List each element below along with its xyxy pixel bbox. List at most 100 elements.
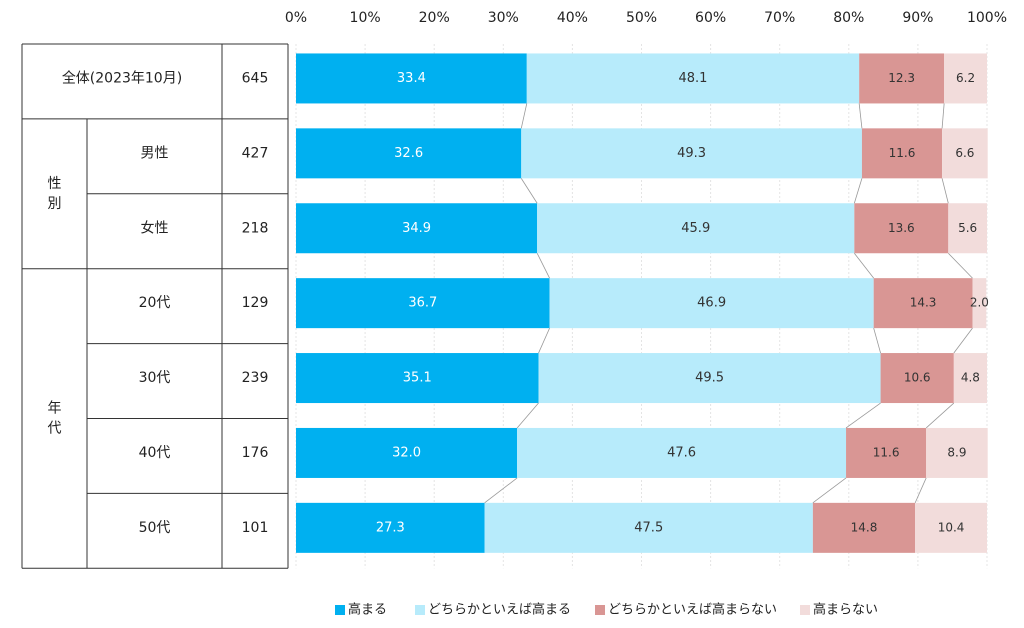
connector — [484, 477, 518, 504]
value-label: 14.3 — [910, 296, 937, 310]
row-label: 40代 — [139, 445, 171, 461]
x-tick-label: 100% — [967, 10, 1007, 26]
n-value: 129 — [242, 295, 269, 311]
connector — [873, 328, 881, 354]
bar-segment — [296, 278, 550, 329]
value-label: 47.6 — [667, 445, 696, 460]
bar-segment — [296, 128, 522, 179]
connector — [941, 103, 945, 129]
row-label: 女性 — [141, 219, 169, 236]
x-tick-label: 10% — [350, 10, 381, 26]
value-label: 46.9 — [697, 296, 726, 311]
bar-segment — [846, 427, 927, 478]
value-label: 35.1 — [403, 371, 432, 386]
legend-swatch — [800, 605, 810, 615]
value-label: 27.3 — [376, 520, 405, 535]
value-label: 48.1 — [679, 71, 708, 86]
x-tick-label: 70% — [764, 10, 795, 26]
connector — [520, 103, 528, 129]
group-label: 年 — [48, 401, 62, 417]
bar-segment — [538, 353, 881, 404]
bar-segment — [521, 128, 862, 179]
group-label: 代 — [48, 421, 62, 437]
bar-segment — [854, 203, 949, 254]
legend-label: 高まる — [348, 602, 387, 618]
connector — [520, 178, 538, 204]
connector — [858, 103, 863, 129]
x-tick-label: 90% — [902, 10, 933, 26]
connector — [948, 252, 973, 279]
bar-segment — [517, 427, 847, 478]
x-tick-label: 30% — [488, 10, 519, 26]
legend-swatch — [415, 605, 425, 615]
value-label: 13.6 — [888, 221, 915, 235]
value-label: 10.6 — [904, 371, 931, 385]
value-label: 4.8 — [961, 371, 980, 385]
bar-segment — [880, 353, 954, 404]
connector — [536, 253, 550, 279]
connector — [925, 402, 955, 429]
bar-segment — [953, 353, 987, 404]
connector — [853, 178, 863, 204]
bar-segment — [859, 53, 945, 104]
value-label: 49.5 — [695, 371, 724, 386]
bar-segment — [549, 278, 874, 329]
bar-segment — [296, 427, 518, 478]
value-label: 32.0 — [392, 445, 421, 460]
row-label: 30代 — [139, 370, 171, 386]
bar-segment — [948, 203, 987, 254]
row-label: 男性 — [141, 145, 169, 161]
value-label: 10.4 — [938, 520, 965, 534]
bar-segment — [915, 502, 987, 553]
row-label: 20代 — [139, 295, 171, 311]
value-label: 33.4 — [397, 71, 426, 86]
connector — [538, 327, 550, 354]
bar-segment — [812, 502, 916, 553]
connector — [516, 402, 539, 429]
bar-segment — [926, 427, 988, 478]
x-tick-label: 50% — [626, 10, 657, 26]
row-label: 50代 — [139, 520, 171, 536]
legend-label: どちらかといえば高まる — [428, 602, 571, 618]
legend-swatch — [595, 605, 605, 615]
x-tick-label: 60% — [695, 10, 726, 26]
value-label: 34.9 — [402, 221, 431, 236]
bar-segment — [537, 203, 855, 254]
group-label: 別 — [48, 196, 62, 212]
bar-segment — [944, 53, 987, 104]
n-value: 427 — [242, 145, 269, 161]
value-label: 2.0 — [970, 296, 989, 310]
x-tick-label: 20% — [419, 10, 450, 26]
n-value: 176 — [242, 445, 269, 461]
n-value: 218 — [242, 220, 269, 236]
bar-segment — [296, 53, 527, 104]
value-label: 14.8 — [851, 520, 878, 534]
bar-segment — [484, 502, 813, 553]
legend-label: どちらかといえば高まらない — [608, 602, 777, 618]
n-value: 645 — [242, 70, 269, 86]
value-label: 6.6 — [955, 146, 974, 160]
bar-segment — [296, 502, 485, 553]
row-label: 全体(2023年10月) — [62, 69, 182, 86]
bar-segment — [296, 203, 538, 254]
bar-segment — [861, 128, 943, 179]
legend-swatch — [335, 605, 345, 615]
legend-label: 高まらない — [813, 602, 878, 618]
bar-segment — [942, 128, 988, 179]
x-tick-label: 0% — [285, 10, 307, 26]
connector — [854, 253, 874, 279]
bar-segment — [873, 278, 973, 329]
bar-segment — [296, 353, 539, 404]
value-label: 36.7 — [408, 296, 437, 311]
n-value: 239 — [242, 370, 269, 386]
value-label: 49.3 — [677, 146, 706, 161]
value-label: 47.5 — [634, 520, 663, 535]
value-label: 5.6 — [958, 221, 977, 235]
value-label: 6.2 — [956, 71, 975, 85]
x-tick-label: 40% — [557, 10, 588, 26]
group-label: 性 — [48, 176, 62, 192]
connector — [914, 477, 927, 504]
bar-segment — [526, 53, 860, 104]
